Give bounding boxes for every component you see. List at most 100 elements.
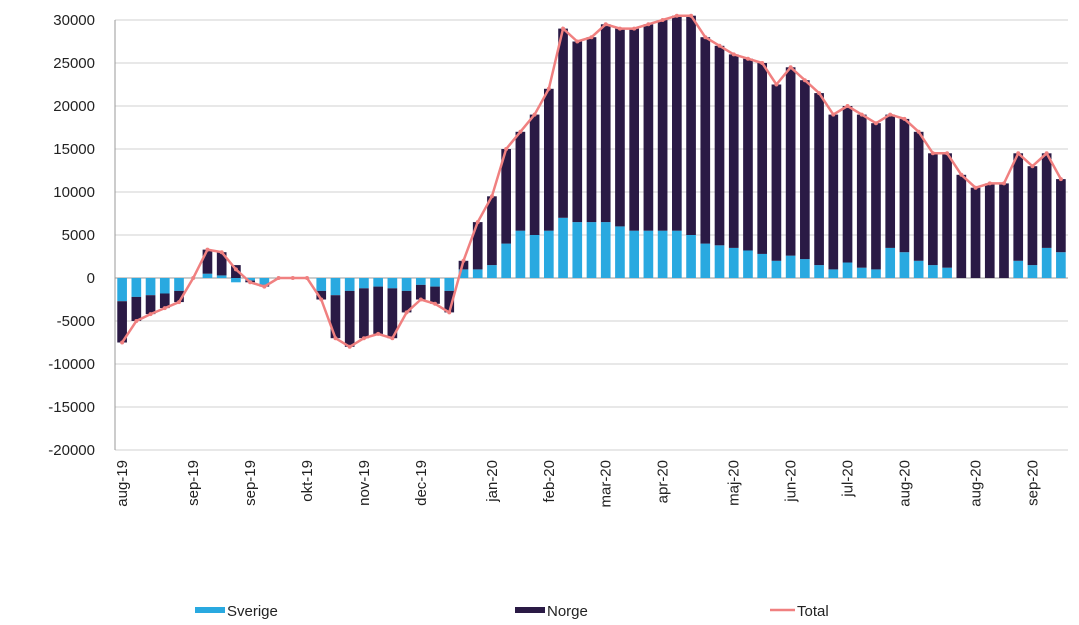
- total-marker: [802, 78, 807, 83]
- bar: [871, 123, 881, 270]
- bar: [586, 222, 597, 278]
- total-marker: [1001, 181, 1006, 186]
- bar: [558, 28, 568, 218]
- total-marker: [788, 65, 793, 70]
- total-marker: [191, 276, 196, 280]
- bar: [1013, 153, 1024, 261]
- x-tick-label: jul-20: [840, 460, 857, 498]
- bar: [828, 269, 839, 278]
- total-marker: [760, 61, 765, 65]
- total-marker: [873, 121, 878, 126]
- y-tick-label: -5000: [57, 313, 95, 330]
- bar: [472, 269, 483, 278]
- bar: [159, 293, 170, 309]
- total-marker: [731, 52, 736, 57]
- bar: [913, 260, 924, 278]
- total-marker: [290, 276, 295, 280]
- total-marker: [689, 13, 694, 18]
- total-marker: [177, 300, 182, 305]
- bar: [145, 295, 156, 315]
- bar: [643, 230, 654, 278]
- bar: [672, 15, 682, 231]
- bar: [216, 275, 227, 278]
- bar: [1056, 252, 1066, 278]
- total-marker: [546, 86, 551, 91]
- bar: [145, 278, 156, 296]
- total-marker: [774, 82, 779, 87]
- bar: [913, 131, 924, 261]
- bar: [373, 286, 383, 334]
- y-tick-label: 30000: [53, 12, 95, 29]
- bar: [1013, 260, 1024, 278]
- bar: [401, 278, 412, 291]
- bar: [1041, 153, 1052, 248]
- bar: [871, 269, 881, 278]
- total-marker: [1030, 164, 1035, 169]
- bar: [572, 222, 583, 278]
- bar: [487, 196, 497, 266]
- bar: [444, 290, 455, 313]
- x-tick-label: jun-20: [783, 460, 800, 503]
- bar: [444, 278, 455, 291]
- bar: [600, 222, 611, 278]
- bar: [999, 183, 1009, 278]
- bar: [785, 255, 796, 278]
- bar: [856, 114, 867, 268]
- total-marker: [916, 129, 921, 134]
- bar: [543, 230, 554, 278]
- bar: [501, 149, 511, 244]
- bar: [472, 222, 483, 270]
- total-marker: [831, 112, 836, 117]
- bar: [216, 252, 227, 276]
- bar: [814, 265, 824, 278]
- bar: [117, 278, 127, 302]
- total-marker: [1058, 177, 1063, 182]
- bar: [586, 37, 597, 223]
- x-tick-label: feb-20: [541, 460, 558, 503]
- total-marker: [504, 147, 509, 151]
- bar: [174, 278, 184, 291]
- total-marker: [930, 151, 935, 156]
- bar: [885, 114, 896, 248]
- total-marker: [817, 91, 822, 96]
- bar: [245, 278, 255, 281]
- total-marker: [404, 310, 409, 315]
- total-marker: [162, 306, 167, 311]
- total-marker: [888, 112, 893, 117]
- bar: [970, 187, 981, 278]
- bar: [928, 265, 938, 278]
- bar: [1056, 179, 1066, 253]
- total-marker: [745, 56, 750, 61]
- bar: [899, 252, 910, 278]
- total-marker: [987, 181, 992, 186]
- y-tick-label: 25000: [53, 55, 95, 72]
- total-marker: [148, 312, 153, 317]
- x-tick-label: nov-19: [356, 460, 373, 506]
- bar: [686, 15, 696, 236]
- bar: [800, 80, 810, 260]
- bar: [743, 250, 753, 278]
- bar: [529, 235, 540, 278]
- bar: [984, 183, 995, 278]
- total-marker: [589, 35, 594, 40]
- total-marker: [674, 13, 679, 18]
- total-marker: [361, 336, 366, 341]
- y-tick-label: 15000: [53, 141, 95, 158]
- bar: [415, 284, 426, 300]
- total-marker: [660, 18, 665, 22]
- total-marker: [617, 26, 622, 31]
- bar: [657, 230, 668, 278]
- total-marker: [305, 276, 310, 280]
- bar: [259, 278, 270, 285]
- bar: [344, 278, 355, 291]
- y-tick-label: -15000: [48, 399, 95, 416]
- y-tick-label: 10000: [53, 184, 95, 201]
- bar: [529, 114, 540, 235]
- y-tick-label: -20000: [48, 442, 95, 459]
- bar: [643, 24, 654, 231]
- bar: [714, 45, 725, 246]
- total-marker: [376, 331, 381, 336]
- bar: [600, 24, 611, 223]
- y-tick-label: -10000: [48, 356, 95, 373]
- bar: [231, 278, 241, 283]
